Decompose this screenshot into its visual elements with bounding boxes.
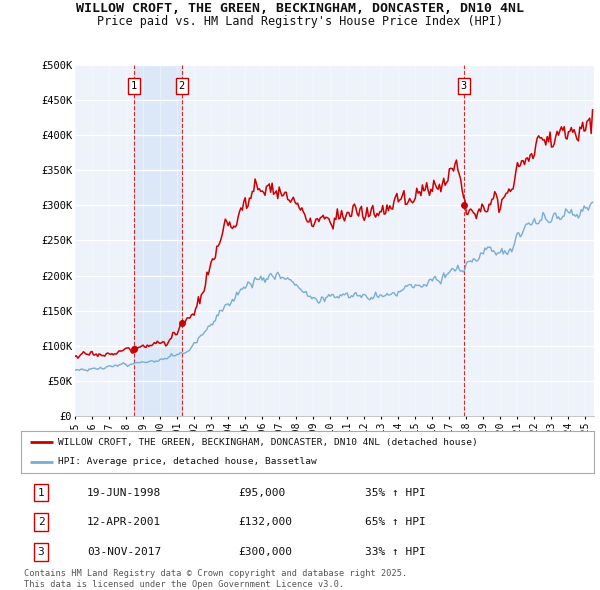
Text: 3: 3 — [461, 81, 467, 91]
Text: Price paid vs. HM Land Registry's House Price Index (HPI): Price paid vs. HM Land Registry's House … — [97, 15, 503, 28]
Text: 03-NOV-2017: 03-NOV-2017 — [87, 547, 161, 557]
Bar — [134, 65, 182, 416]
Text: WILLOW CROFT, THE GREEN, BECKINGHAM, DONCASTER, DN10 4NL (detached house): WILLOW CROFT, THE GREEN, BECKINGHAM, DON… — [58, 438, 478, 447]
Text: 12-APR-2001: 12-APR-2001 — [87, 517, 161, 527]
Text: 1: 1 — [38, 487, 44, 497]
Text: 3: 3 — [38, 547, 44, 557]
Text: £132,000: £132,000 — [239, 517, 293, 527]
Text: 65% ↑ HPI: 65% ↑ HPI — [365, 517, 425, 527]
Text: 2: 2 — [179, 81, 185, 91]
Text: 1: 1 — [131, 81, 137, 91]
Text: WILLOW CROFT, THE GREEN, BECKINGHAM, DONCASTER, DN10 4NL: WILLOW CROFT, THE GREEN, BECKINGHAM, DON… — [76, 2, 524, 15]
Text: £300,000: £300,000 — [239, 547, 293, 557]
Text: 33% ↑ HPI: 33% ↑ HPI — [365, 547, 425, 557]
Text: HPI: Average price, detached house, Bassetlaw: HPI: Average price, detached house, Bass… — [58, 457, 317, 466]
Text: £95,000: £95,000 — [239, 487, 286, 497]
Text: 2: 2 — [38, 517, 44, 527]
Text: 19-JUN-1998: 19-JUN-1998 — [87, 487, 161, 497]
Text: 35% ↑ HPI: 35% ↑ HPI — [365, 487, 425, 497]
Text: Contains HM Land Registry data © Crown copyright and database right 2025.
This d: Contains HM Land Registry data © Crown c… — [24, 569, 407, 589]
